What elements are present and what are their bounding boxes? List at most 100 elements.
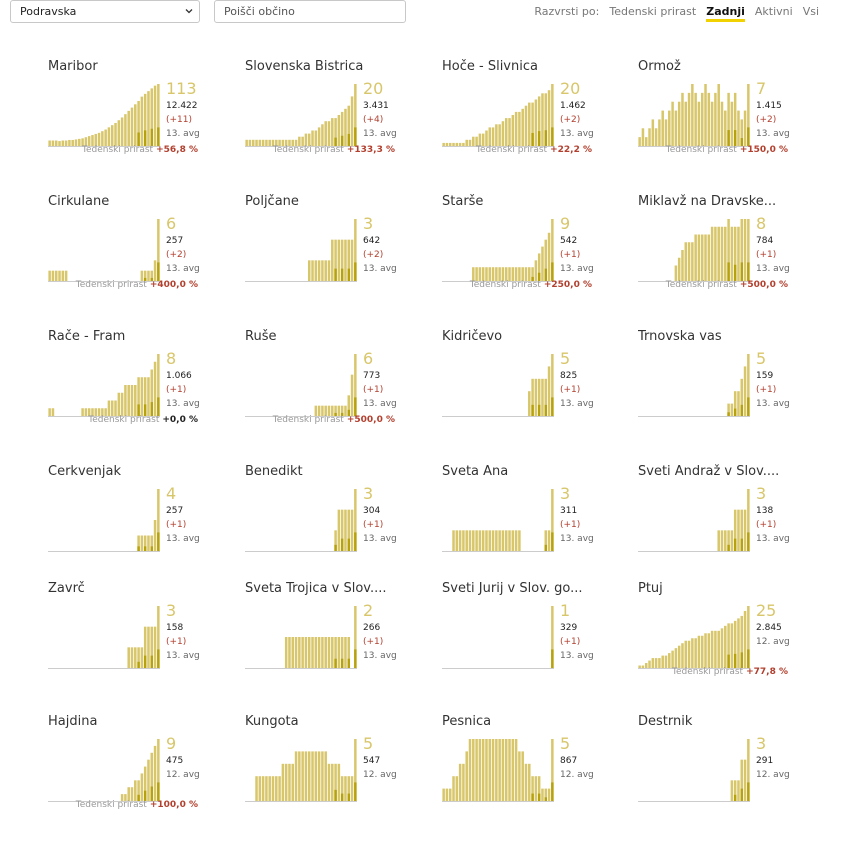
bar xyxy=(321,637,324,668)
municipality-card[interactable]: Cirkulane 6 257 (+2) 13. avg Tedenski prirast… xyxy=(48,194,238,329)
sort-option-weekly[interactable]: Tedenski prirast xyxy=(609,5,697,18)
latest-value: 8 xyxy=(756,214,767,233)
bar xyxy=(134,780,137,801)
latest-value: 5 xyxy=(560,349,571,368)
bar xyxy=(528,102,531,146)
weekly-growth-value: +0,0 % xyxy=(162,415,198,425)
municipality-card[interactable]: Maribor 113 12.422 (+11) 13. avg Tedenski pri… xyxy=(48,59,238,194)
bar xyxy=(143,626,147,668)
weekly-growth-value: +100,0 % xyxy=(149,800,198,810)
municipality-card[interactable]: Hoče - Slivnica 20 1.462 (+2) 13. avg Tedensk… xyxy=(442,59,632,194)
bar xyxy=(668,653,671,668)
bar xyxy=(524,105,528,146)
municipality-card[interactable]: Benedikt 3 304 (+1) 13. avg xyxy=(245,464,435,599)
bar-active xyxy=(551,397,554,416)
bar xyxy=(498,530,501,551)
bar xyxy=(528,763,531,801)
municipality-card[interactable]: Kungota 5 547 12. avg xyxy=(245,714,435,849)
bar xyxy=(544,530,548,551)
municipality-card[interactable]: Ormož 7 1.415 (+2) 13. avg Tedenski prirast +1… xyxy=(638,59,828,194)
bar xyxy=(727,403,730,416)
weekly-growth: Tedenski prirast +150,0 % xyxy=(666,145,788,155)
municipality-card[interactable]: Hajdina 9 475 12. avg Tedenski prirast +100,0… xyxy=(48,714,238,849)
latest-value: 6 xyxy=(166,214,177,233)
bar xyxy=(714,92,717,146)
bar xyxy=(91,135,94,146)
bar-active xyxy=(747,782,750,801)
bar xyxy=(671,650,674,668)
municipality-card[interactable]: Ptuj 25 2.845 12. avg Tedenski prirast +77,8 … xyxy=(638,581,828,716)
bar xyxy=(134,104,137,146)
bar-active xyxy=(157,397,160,416)
delta-value: (+1) xyxy=(756,250,777,260)
bar xyxy=(687,242,691,281)
bar-active xyxy=(334,268,337,281)
bar xyxy=(87,136,91,146)
municipality-card[interactable]: Rače - Fram 8 1.066 (+1) 13. avg Tedenski pri… xyxy=(48,329,238,464)
bar xyxy=(458,763,462,801)
weekly-growth-value: +77,8 % xyxy=(746,667,788,677)
bar xyxy=(321,124,324,146)
municipality-card[interactable]: Slovenska Bistrica 20 3.431 (+4) 13. avg Tede… xyxy=(245,59,435,194)
municipality-card[interactable]: Sveta Ana 3 311 (+1) 13. avg xyxy=(442,464,632,599)
bar xyxy=(737,780,740,801)
sparkline-chart xyxy=(245,489,357,552)
sort-option-all[interactable]: Vsi xyxy=(802,5,819,18)
bar xyxy=(78,138,81,146)
bar xyxy=(268,776,271,801)
bar xyxy=(153,260,157,281)
municipality-card[interactable]: Pesnica 5 867 12. avg xyxy=(442,714,632,849)
date-label: 13. avg xyxy=(560,129,594,139)
total-value: 1.462 xyxy=(560,101,586,111)
bar xyxy=(157,84,160,146)
municipality-card[interactable]: Kidričevo 5 825 (+1) 13. avg xyxy=(442,329,632,464)
municipality-card[interactable]: Sveti Andraž v Slov.... 3 138 (+1) 13. avg xyxy=(638,464,828,599)
municipality-card[interactable]: Zavrč 3 158 (+1) 13. avg xyxy=(48,581,238,716)
bar xyxy=(537,96,541,146)
bar xyxy=(101,131,104,146)
bar xyxy=(347,776,351,801)
sort-option-active[interactable]: Aktivni xyxy=(754,5,793,18)
date-label: 13. avg xyxy=(560,534,594,544)
bar xyxy=(691,84,694,146)
search-input[interactable] xyxy=(214,0,406,23)
bar xyxy=(347,105,351,146)
municipality-card[interactable]: Trnovska vas 5 159 (+1) 13. avg xyxy=(638,329,828,464)
bar-active xyxy=(334,412,337,416)
bar xyxy=(248,139,252,146)
municipality-card[interactable]: Sveta Trojica v Slov.... 2 266 (+1) 13. avg xyxy=(245,581,435,716)
bar xyxy=(691,242,694,281)
bar xyxy=(664,655,668,668)
bar xyxy=(340,239,344,281)
bar xyxy=(534,260,538,281)
bar xyxy=(442,788,445,801)
bar xyxy=(110,125,114,146)
municipality-name: Maribor xyxy=(48,59,98,74)
bar xyxy=(288,637,291,668)
municipality-card[interactable]: Sveti Jurij v Slov. go... 1 329 (+1) 13. avg xyxy=(442,581,632,716)
bar xyxy=(528,267,531,281)
bar-active xyxy=(740,138,744,146)
bar xyxy=(710,101,714,146)
toolbar: Podravska Razvrsti po: Tedenski prirast … xyxy=(0,0,851,30)
municipality-card[interactable]: Cerkvenjak 4 257 (+1) 13. avg xyxy=(48,464,238,599)
bar xyxy=(485,530,488,551)
weekly-growth-label: Tedenski prirast xyxy=(272,415,344,425)
municipality-card[interactable]: Miklavž na Dravske... 8 784 (+1) 13. avg Tede… xyxy=(638,194,828,329)
bar-active xyxy=(740,788,744,801)
sort-option-latest[interactable]: Zadnji xyxy=(706,5,745,22)
municipality-card[interactable]: Ruše 6 773 (+1) 13. avg Tedenski prirast +500,… xyxy=(245,329,435,464)
delta-value: (+1) xyxy=(166,385,187,395)
region-select[interactable]: Podravska xyxy=(10,0,200,23)
bar xyxy=(462,530,465,551)
bar-active xyxy=(137,794,140,801)
bar xyxy=(727,219,730,281)
bar xyxy=(354,606,357,668)
municipality-card[interactable]: Poljčane 3 642 (+2) 13. avg xyxy=(245,194,435,329)
bar-active xyxy=(157,262,160,281)
municipality-card[interactable]: Starše 9 542 (+1) 13. avg Tedenski prirast +25… xyxy=(442,194,632,329)
bar xyxy=(481,739,485,801)
sparkline-chart xyxy=(245,219,357,282)
bar xyxy=(324,751,327,801)
municipality-card[interactable]: Destrnik 3 291 12. avg xyxy=(638,714,828,849)
